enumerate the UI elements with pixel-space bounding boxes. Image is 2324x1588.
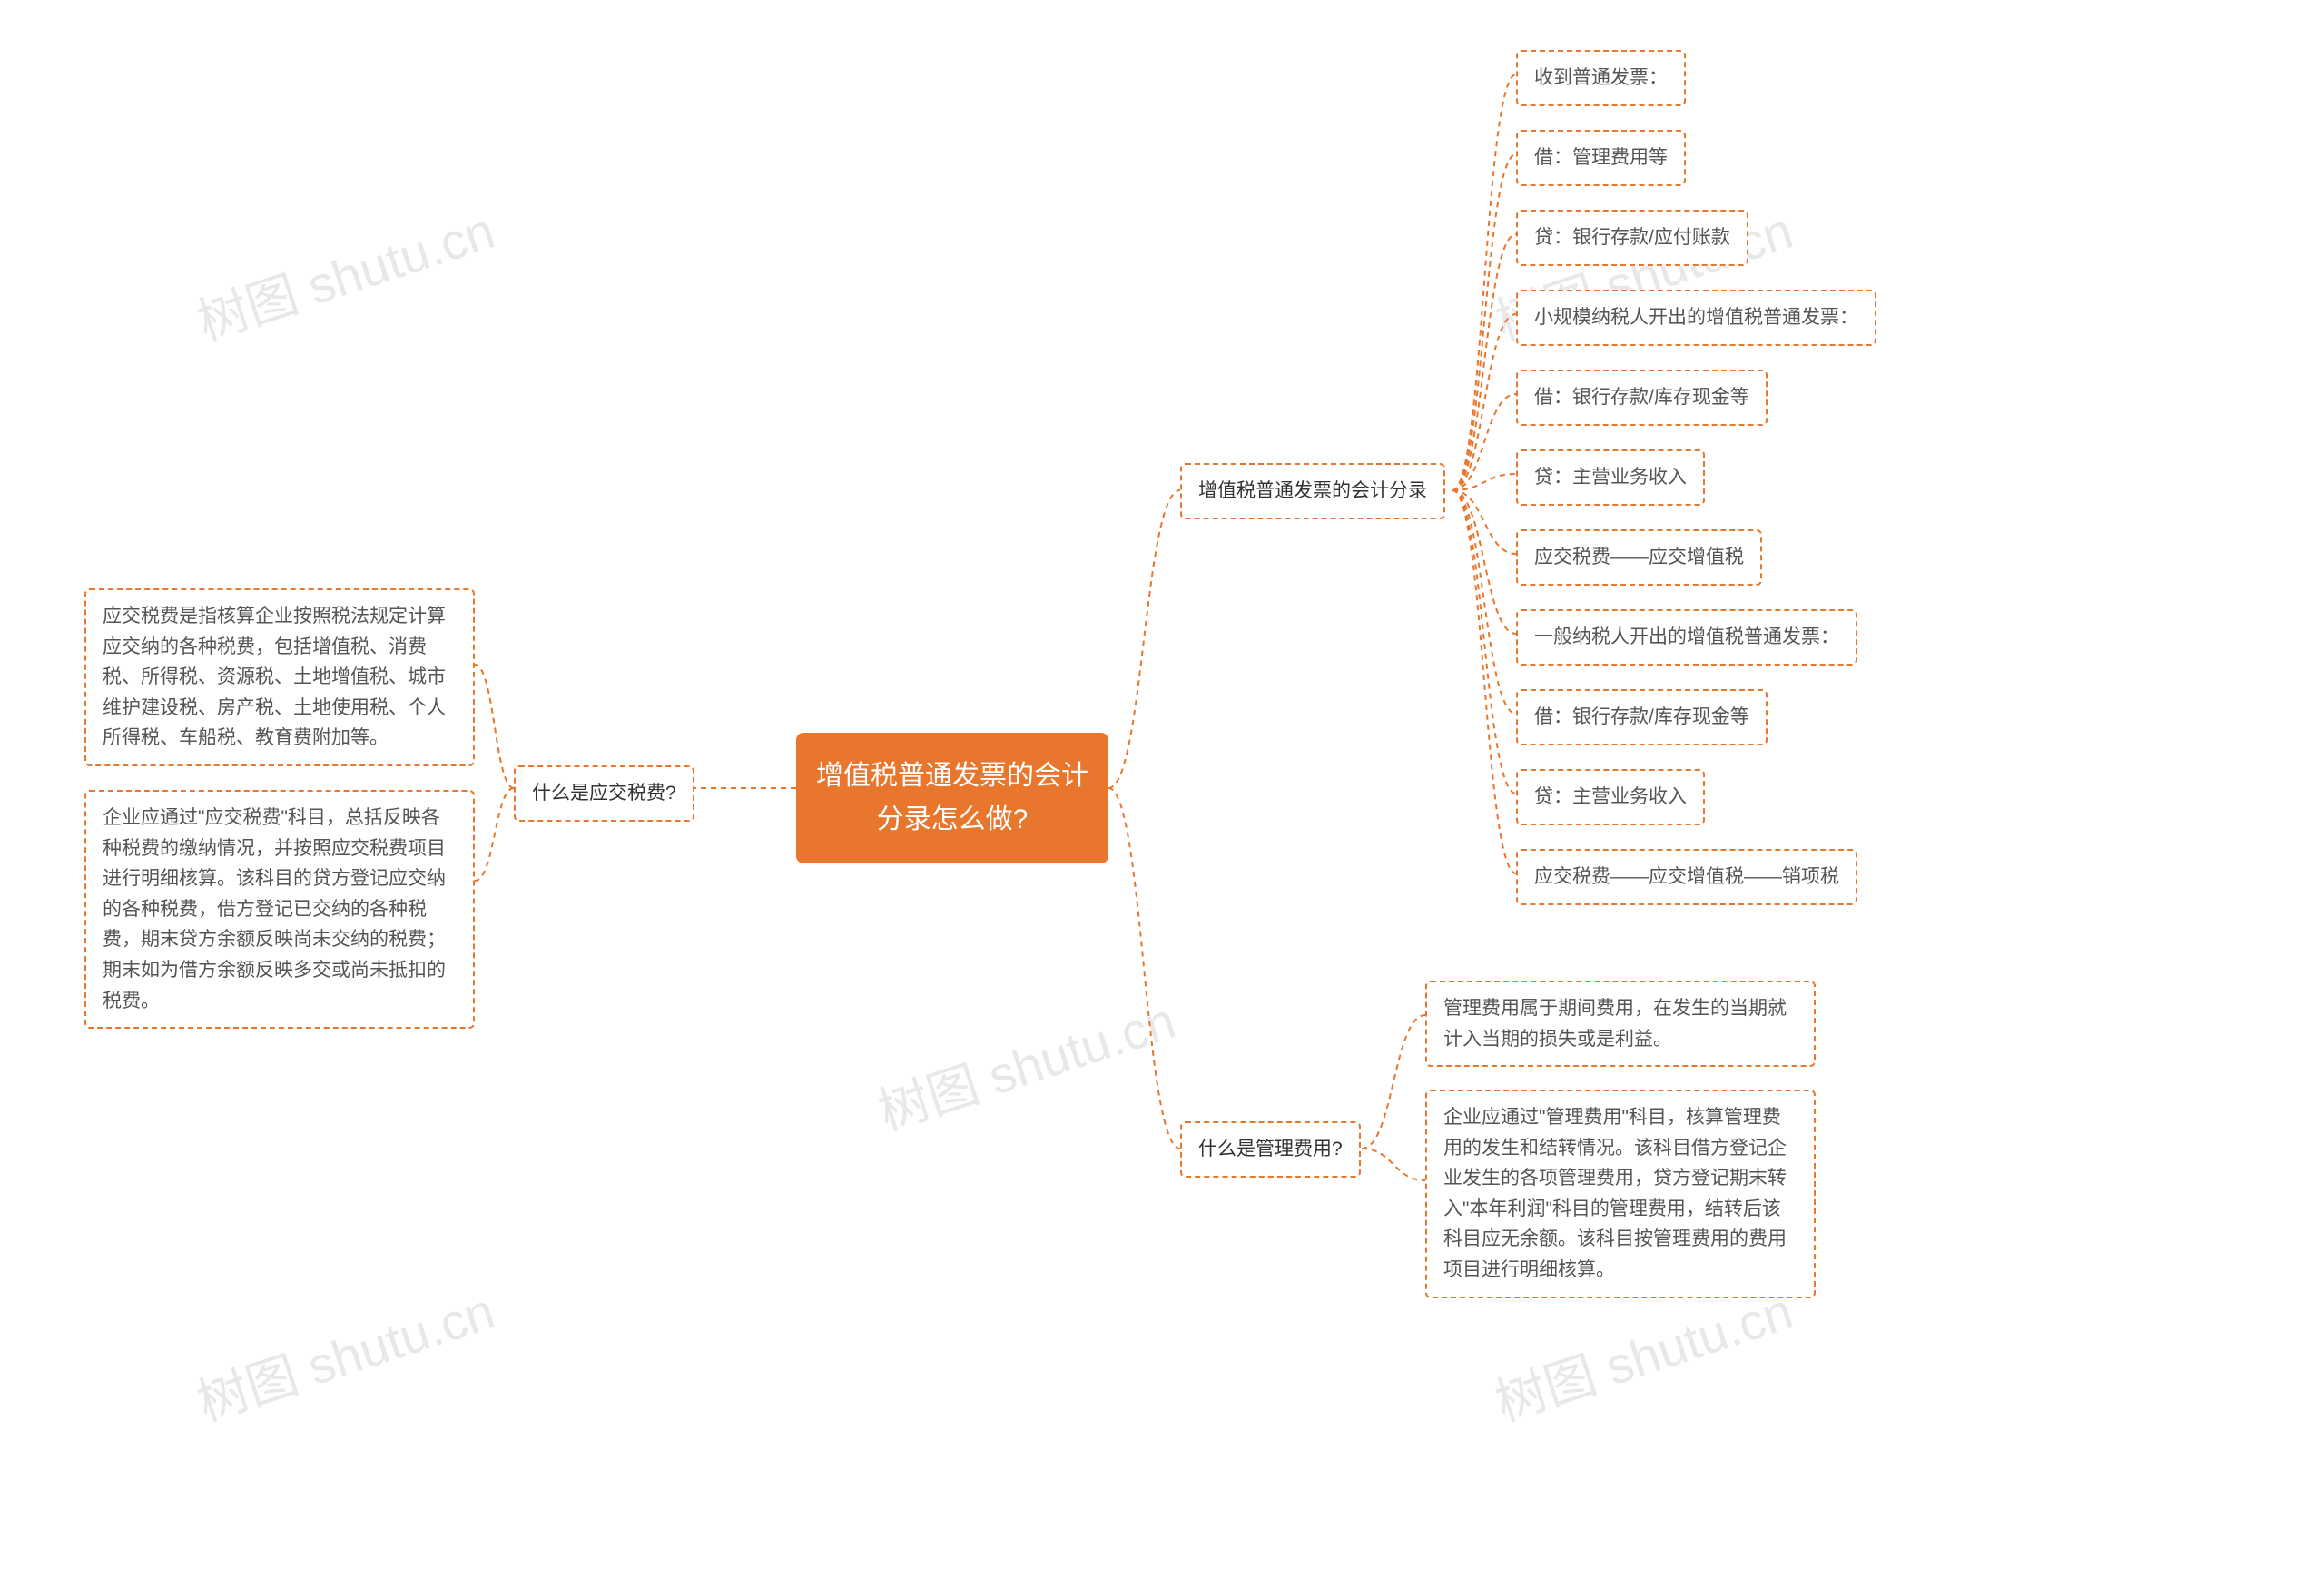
leaf-taxes-payable-2: 企业应通过"应交税费"科目，总括反映各种税费的缴纳情况，并按照应交税费项目进行明…	[84, 790, 475, 1029]
leaf-vat-7: 应交税费——应交增值税	[1516, 529, 1762, 586]
leaf-vat-10: 贷：主营业务收入	[1516, 769, 1705, 825]
leaf-vat-11: 应交税费——应交增值税——销项税	[1516, 849, 1857, 905]
watermark: 树图 shutu.cn	[187, 1271, 503, 1436]
branch-taxes-payable: 什么是应交税费?	[514, 765, 694, 822]
watermark: 树图 shutu.cn	[868, 981, 1184, 1146]
branch-admin-expense: 什么是管理费用?	[1180, 1121, 1361, 1178]
leaf-vat-4: 小规模纳税人开出的增值税普通发票：	[1516, 290, 1876, 346]
leaf-admin-1: 管理费用属于期间费用，在发生的当期就计入当期的损失或是利益。	[1425, 981, 1816, 1067]
branch-vat-entries: 增值税普通发票的会计分录	[1180, 463, 1445, 519]
root-node: 增值税普通发票的会计分录怎么做?	[796, 733, 1108, 863]
leaf-vat-1: 收到普通发票：	[1516, 50, 1686, 106]
leaf-vat-6: 贷：主营业务收入	[1516, 449, 1705, 506]
leaf-vat-2: 借：管理费用等	[1516, 130, 1686, 186]
leaf-vat-8: 一般纳税人开出的增值税普通发票：	[1516, 609, 1857, 666]
leaf-vat-3: 贷：银行存款/应付账款	[1516, 210, 1748, 266]
leaf-vat-5: 借：银行存款/库存现金等	[1516, 370, 1768, 426]
leaf-vat-9: 借：银行存款/库存现金等	[1516, 689, 1768, 745]
leaf-admin-2: 企业应通过"管理费用"科目，核算管理费用的发生和结转情况。该科目借方登记企业发生…	[1425, 1090, 1816, 1298]
leaf-taxes-payable-1: 应交税费是指核算企业按照税法规定计算应交纳的各种税费，包括增值税、消费税、所得税…	[84, 588, 475, 766]
watermark: 树图 shutu.cn	[187, 191, 503, 356]
